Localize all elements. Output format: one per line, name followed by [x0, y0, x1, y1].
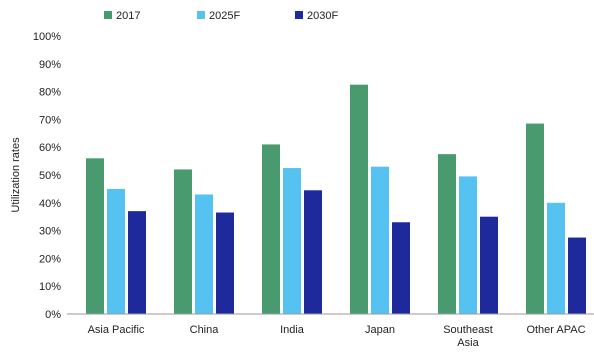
x-tick-label: Asia Pacific	[88, 324, 145, 336]
legend-swatch	[295, 11, 303, 19]
bar	[350, 84, 368, 315]
legend-label: 2025F	[209, 10, 240, 22]
x-tick-label: India	[280, 324, 305, 336]
bar	[262, 144, 280, 314]
bar	[304, 190, 322, 314]
bar	[547, 202, 565, 314]
bar	[128, 211, 146, 314]
bar	[86, 158, 104, 314]
legend: 2017 2025F 2030F	[104, 10, 338, 22]
legend-swatch	[197, 11, 205, 19]
bar	[392, 222, 410, 314]
y-tick-label: 20%	[39, 253, 61, 265]
legend-label: 2030F	[307, 10, 338, 22]
y-tick-label: 100%	[33, 31, 61, 43]
x-tick-label: Japan	[365, 324, 395, 336]
bar	[195, 194, 213, 314]
y-axis: 0% 10% 20% 30% 40% 50% 60% 70% 80% 90% 100%	[33, 31, 61, 321]
x-tick-label: Southeast Asia	[443, 324, 493, 349]
y-tick-label: 10%	[39, 281, 61, 293]
legend-swatch	[104, 11, 112, 19]
y-axis-title: Utilization rates	[10, 137, 22, 213]
y-tick-label: 90%	[39, 59, 61, 71]
y-tick-label: 0%	[45, 309, 61, 321]
legend-label: 2017	[116, 10, 140, 22]
y-tick-label: 70%	[39, 114, 61, 126]
y-tick-label: 80%	[39, 87, 61, 99]
x-axis: Asia Pacific China India Japan Southeast Asia…	[88, 324, 586, 349]
y-tick-label: 30%	[39, 226, 61, 238]
bar	[480, 216, 498, 314]
bar	[568, 237, 586, 314]
bar	[216, 212, 234, 314]
bar	[283, 168, 301, 314]
y-tick-label: 50%	[39, 170, 61, 182]
bar	[438, 154, 456, 314]
x-tick-label: China	[190, 324, 220, 336]
bars	[86, 84, 586, 315]
y-tick-label: 40%	[39, 198, 61, 210]
bar	[526, 123, 544, 314]
y-tick-label: 60%	[39, 142, 61, 154]
bar	[459, 176, 477, 314]
x-tick-label: Other APAC	[526, 324, 585, 336]
bar	[174, 169, 192, 314]
bar	[107, 188, 125, 314]
bar	[371, 166, 389, 314]
